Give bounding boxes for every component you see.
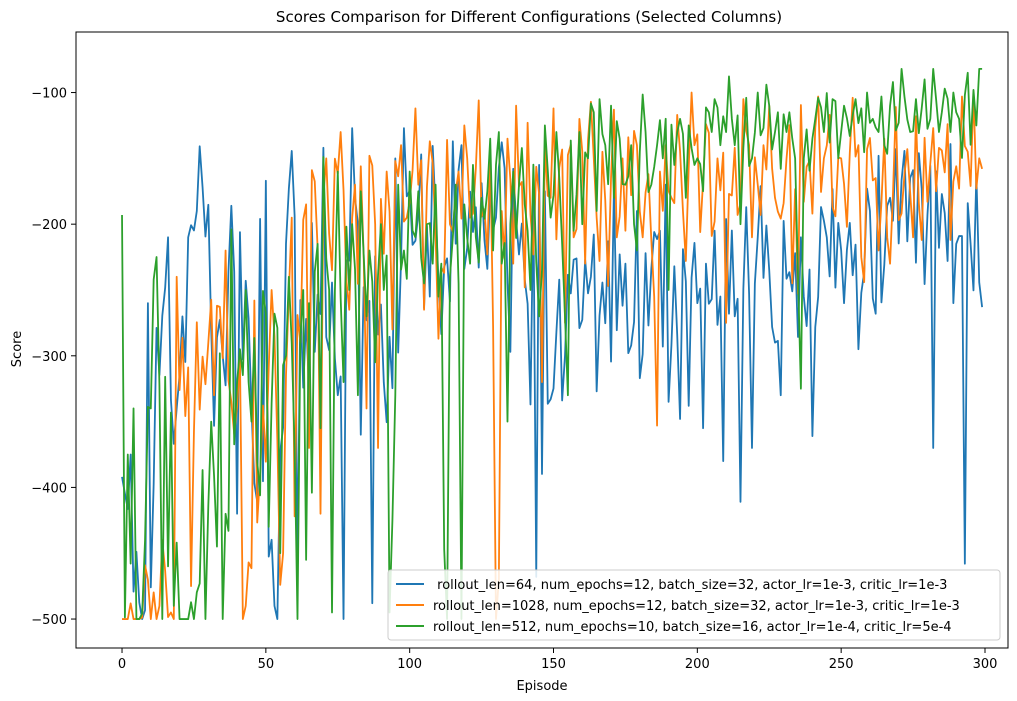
x-tick-label: 200 (685, 657, 710, 672)
legend-label-2: rollout_len=1028, num_epochs=12, batch_s… (433, 599, 960, 614)
axes: 0 50 100 150 200 250 300 −100 −200 −300 −400 −500 (31, 31, 1009, 672)
chart-title: Scores Comparison for Different Configur… (276, 8, 782, 26)
x-tick-label: 300 (973, 657, 998, 672)
plot-area (121, 67, 984, 620)
y-tick-label: −100 (31, 87, 67, 102)
legend-label-3: rollout_len=512, num_epochs=10, batch_si… (433, 620, 952, 635)
series-line-3 (121, 67, 983, 620)
legend: rollout_len=64, num_epochs=12, batch_siz… (387, 569, 1001, 641)
y-tick-label: −400 (31, 481, 67, 496)
y-axis-label: Score (10, 331, 25, 367)
x-tick-label: 50 (258, 657, 275, 672)
y-tick-label: −500 (31, 613, 67, 628)
legend-box (387, 569, 1001, 641)
y-tick-label: −200 (31, 218, 67, 233)
y-tick-label: −300 (31, 350, 67, 365)
x-tick-label: 0 (118, 657, 126, 672)
plot-frame (75, 31, 1009, 649)
x-tick-label: 150 (541, 657, 566, 672)
x-tick-label: 250 (829, 657, 854, 672)
x-axis-label: Episode (516, 679, 567, 694)
series-line-1 (121, 127, 984, 620)
legend-label-1: rollout_len=64, num_epochs=12, batch_siz… (433, 578, 947, 593)
x-tick-label: 100 (397, 657, 422, 672)
